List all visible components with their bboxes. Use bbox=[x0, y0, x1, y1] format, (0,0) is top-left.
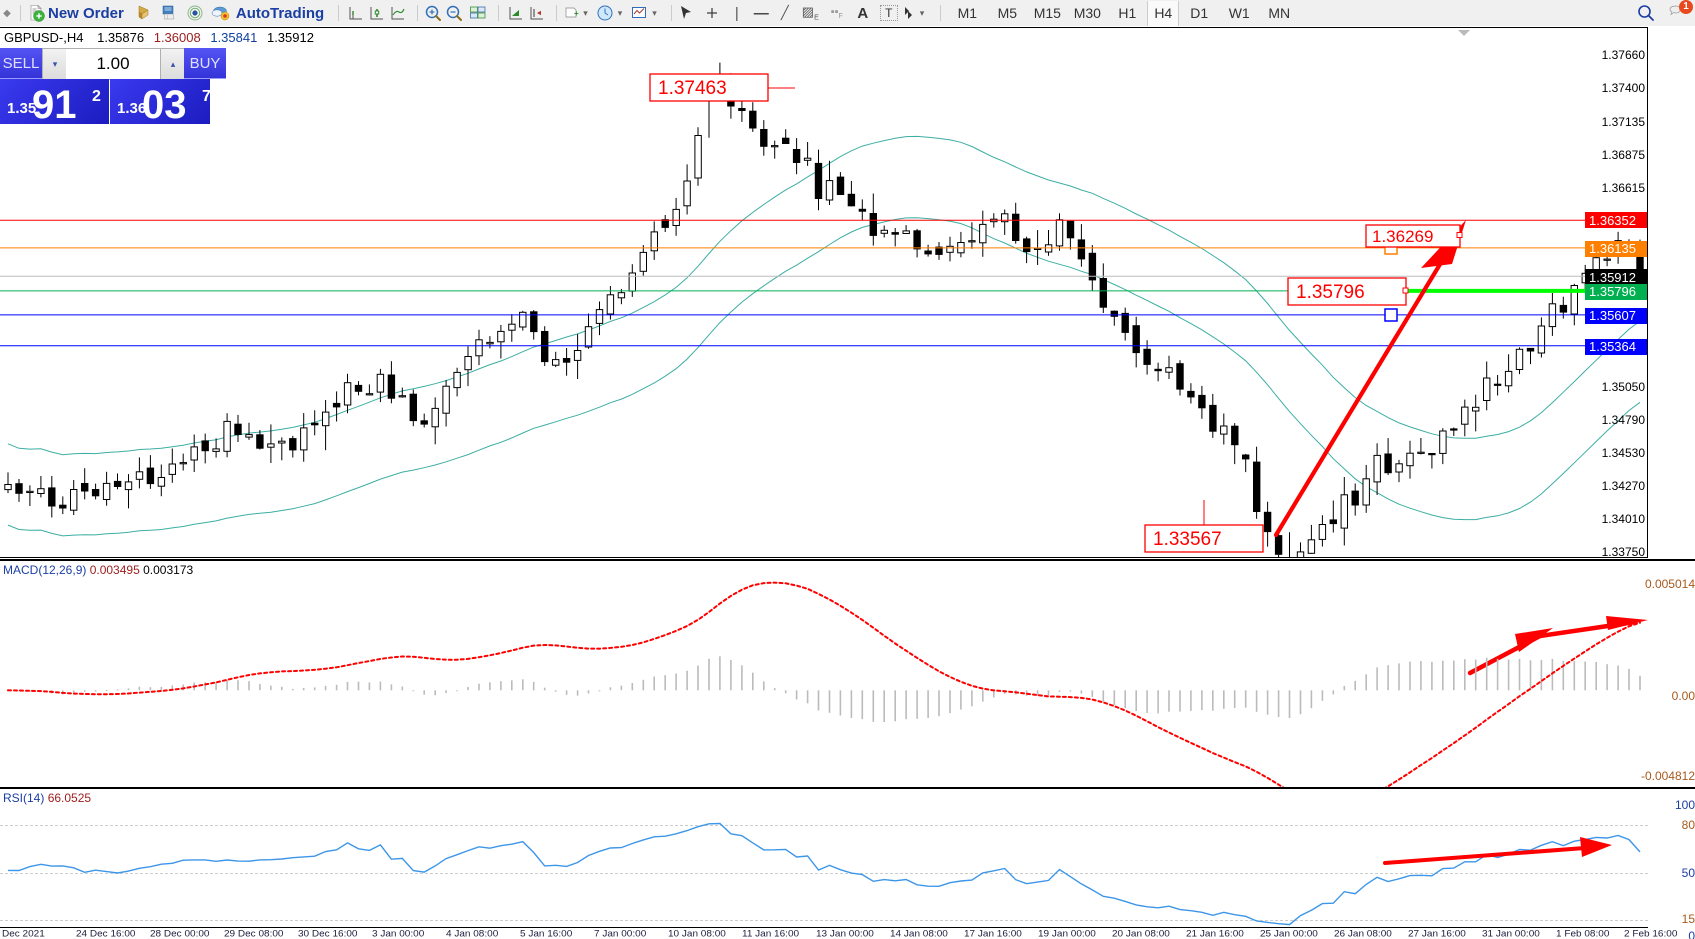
svg-text:1.33567: 1.33567 bbox=[1153, 529, 1222, 550]
svg-text:1.37463: 1.37463 bbox=[658, 78, 727, 99]
svg-text:1.35796: 1.35796 bbox=[1296, 282, 1365, 303]
svg-text:+: + bbox=[574, 9, 579, 18]
svg-text:1.36269: 1.36269 bbox=[1372, 227, 1433, 246]
